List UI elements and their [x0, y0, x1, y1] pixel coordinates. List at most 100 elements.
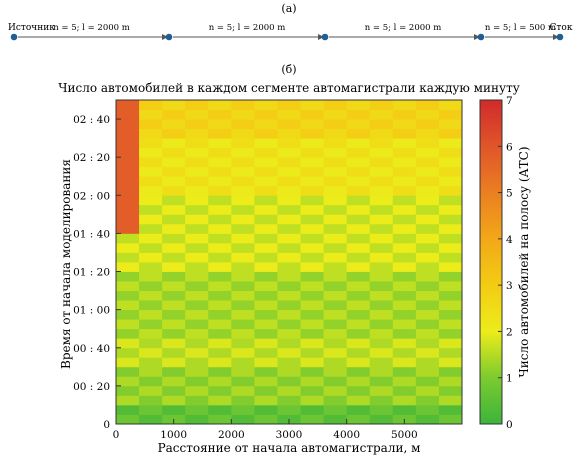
heatmap-cell	[208, 223, 232, 234]
heatmap-cell	[369, 357, 394, 368]
heatmap-cell	[438, 414, 463, 425]
heatmap-cell	[323, 185, 348, 196]
heatmap-cell	[415, 357, 440, 368]
heatmap-cell	[323, 147, 348, 158]
x-tick-label: 4000	[333, 429, 360, 441]
segment-label: n = 5; l = 2000 m	[209, 23, 286, 33]
heatmap-cell	[208, 242, 232, 253]
heatmap-cell	[392, 252, 417, 263]
heatmap-cell	[346, 300, 371, 311]
heatmap-cell	[346, 185, 371, 196]
segment-label: n = 5; l = 2000 m	[365, 23, 442, 33]
heatmap-cell	[231, 309, 255, 320]
heatmap-cell	[300, 195, 324, 206]
heatmap-cell	[208, 252, 232, 263]
heatmap-cell	[415, 214, 440, 225]
heatmap-cell	[254, 233, 278, 244]
heatmap-cell	[208, 414, 232, 425]
arrow-head-icon	[162, 34, 168, 40]
heatmap-cell	[369, 195, 394, 206]
heatmap-cell	[231, 366, 255, 377]
highway-diagram: (а) Источник Сток n = 5; l = 2000 m n = 5…	[8, 2, 573, 41]
heatmap-cell	[139, 138, 163, 149]
heatmap-cell	[438, 223, 463, 234]
heatmap-cell	[300, 242, 324, 253]
heatmap-cell	[162, 366, 186, 377]
heatmap-cell	[369, 119, 394, 129]
heatmap-cell	[231, 166, 255, 177]
heatmap-cell	[231, 328, 255, 339]
heatmap-cell	[415, 128, 440, 139]
heatmap-cell	[185, 147, 209, 158]
y-tick-label: 01 : 40	[73, 228, 110, 240]
heatmap-cell	[300, 338, 324, 349]
heatmap-cell	[139, 376, 163, 387]
heatmap-cell	[208, 214, 232, 225]
heatmap-cell	[231, 109, 255, 120]
heatmap-cell	[438, 147, 463, 158]
heatmap-cell	[139, 185, 163, 196]
heatmap-cell	[277, 138, 301, 149]
heatmap-cell	[208, 262, 232, 272]
heatmap-cell	[231, 300, 255, 311]
heatmap-cell	[162, 204, 186, 215]
heatmap-cell	[369, 376, 394, 387]
heatmap-cell	[162, 242, 186, 253]
heatmap-cell	[438, 271, 463, 282]
heatmap-cell	[369, 328, 394, 339]
heatmap-cell	[231, 128, 255, 139]
x-tick-label: 1000	[160, 429, 187, 441]
heatmap-cell	[300, 414, 324, 425]
heatmap-cell	[346, 242, 371, 253]
heatmap-cell	[208, 347, 232, 358]
heatmap-cell	[162, 357, 186, 368]
heatmap-cell	[300, 100, 324, 110]
heatmap-cell	[185, 347, 209, 358]
heatmap-cell	[438, 290, 463, 301]
heatmap-cell	[300, 281, 324, 291]
heatmap-cell	[116, 347, 140, 358]
heatmap-cell	[162, 385, 186, 396]
heatmap-cell	[185, 319, 209, 330]
heatmap-cell	[231, 176, 255, 187]
heatmap-cell	[277, 195, 301, 206]
heatmap-cell	[392, 271, 417, 282]
heatmap-cell	[346, 319, 371, 330]
heatmap-cell	[139, 300, 163, 311]
heatmap-cell	[323, 414, 348, 425]
heatmap-cell	[438, 404, 463, 415]
heatmap-cell	[254, 185, 278, 196]
heatmap-cell	[208, 166, 232, 177]
heatmap-cell	[369, 100, 394, 110]
heatmap-cell	[415, 100, 440, 110]
heatmap-cell	[300, 214, 324, 225]
heatmap-cell	[323, 214, 348, 225]
heatmap-cell	[415, 290, 440, 301]
heatmap-cell	[438, 185, 463, 196]
heatmap-cell	[185, 414, 209, 425]
heatmap-cell	[346, 109, 371, 120]
heatmap-cell	[185, 157, 209, 168]
heatmap-cell	[254, 357, 278, 368]
heatmap-cell	[208, 290, 232, 301]
heatmap-cell	[185, 376, 209, 387]
heatmap-cell	[346, 195, 371, 206]
heatmap-cell	[346, 404, 371, 415]
heatmap-cell	[208, 119, 232, 129]
heatmap-cell	[415, 395, 440, 406]
heatmap-cell	[438, 357, 463, 368]
heatmap-cell	[162, 109, 186, 120]
heatmap-cell	[185, 262, 209, 272]
heatmap-cell	[185, 338, 209, 349]
heatmap-cell	[116, 242, 140, 253]
heatmap-cell	[254, 252, 278, 263]
heatmap-cell	[438, 176, 463, 187]
heatmap-cell	[162, 119, 186, 129]
heatmap-cell	[162, 185, 186, 196]
heatmap-cell	[185, 271, 209, 282]
heatmap-cell	[369, 147, 394, 158]
heatmap-cell	[346, 138, 371, 149]
heatmap-cell	[415, 233, 440, 244]
heatmap-cell	[231, 242, 255, 253]
